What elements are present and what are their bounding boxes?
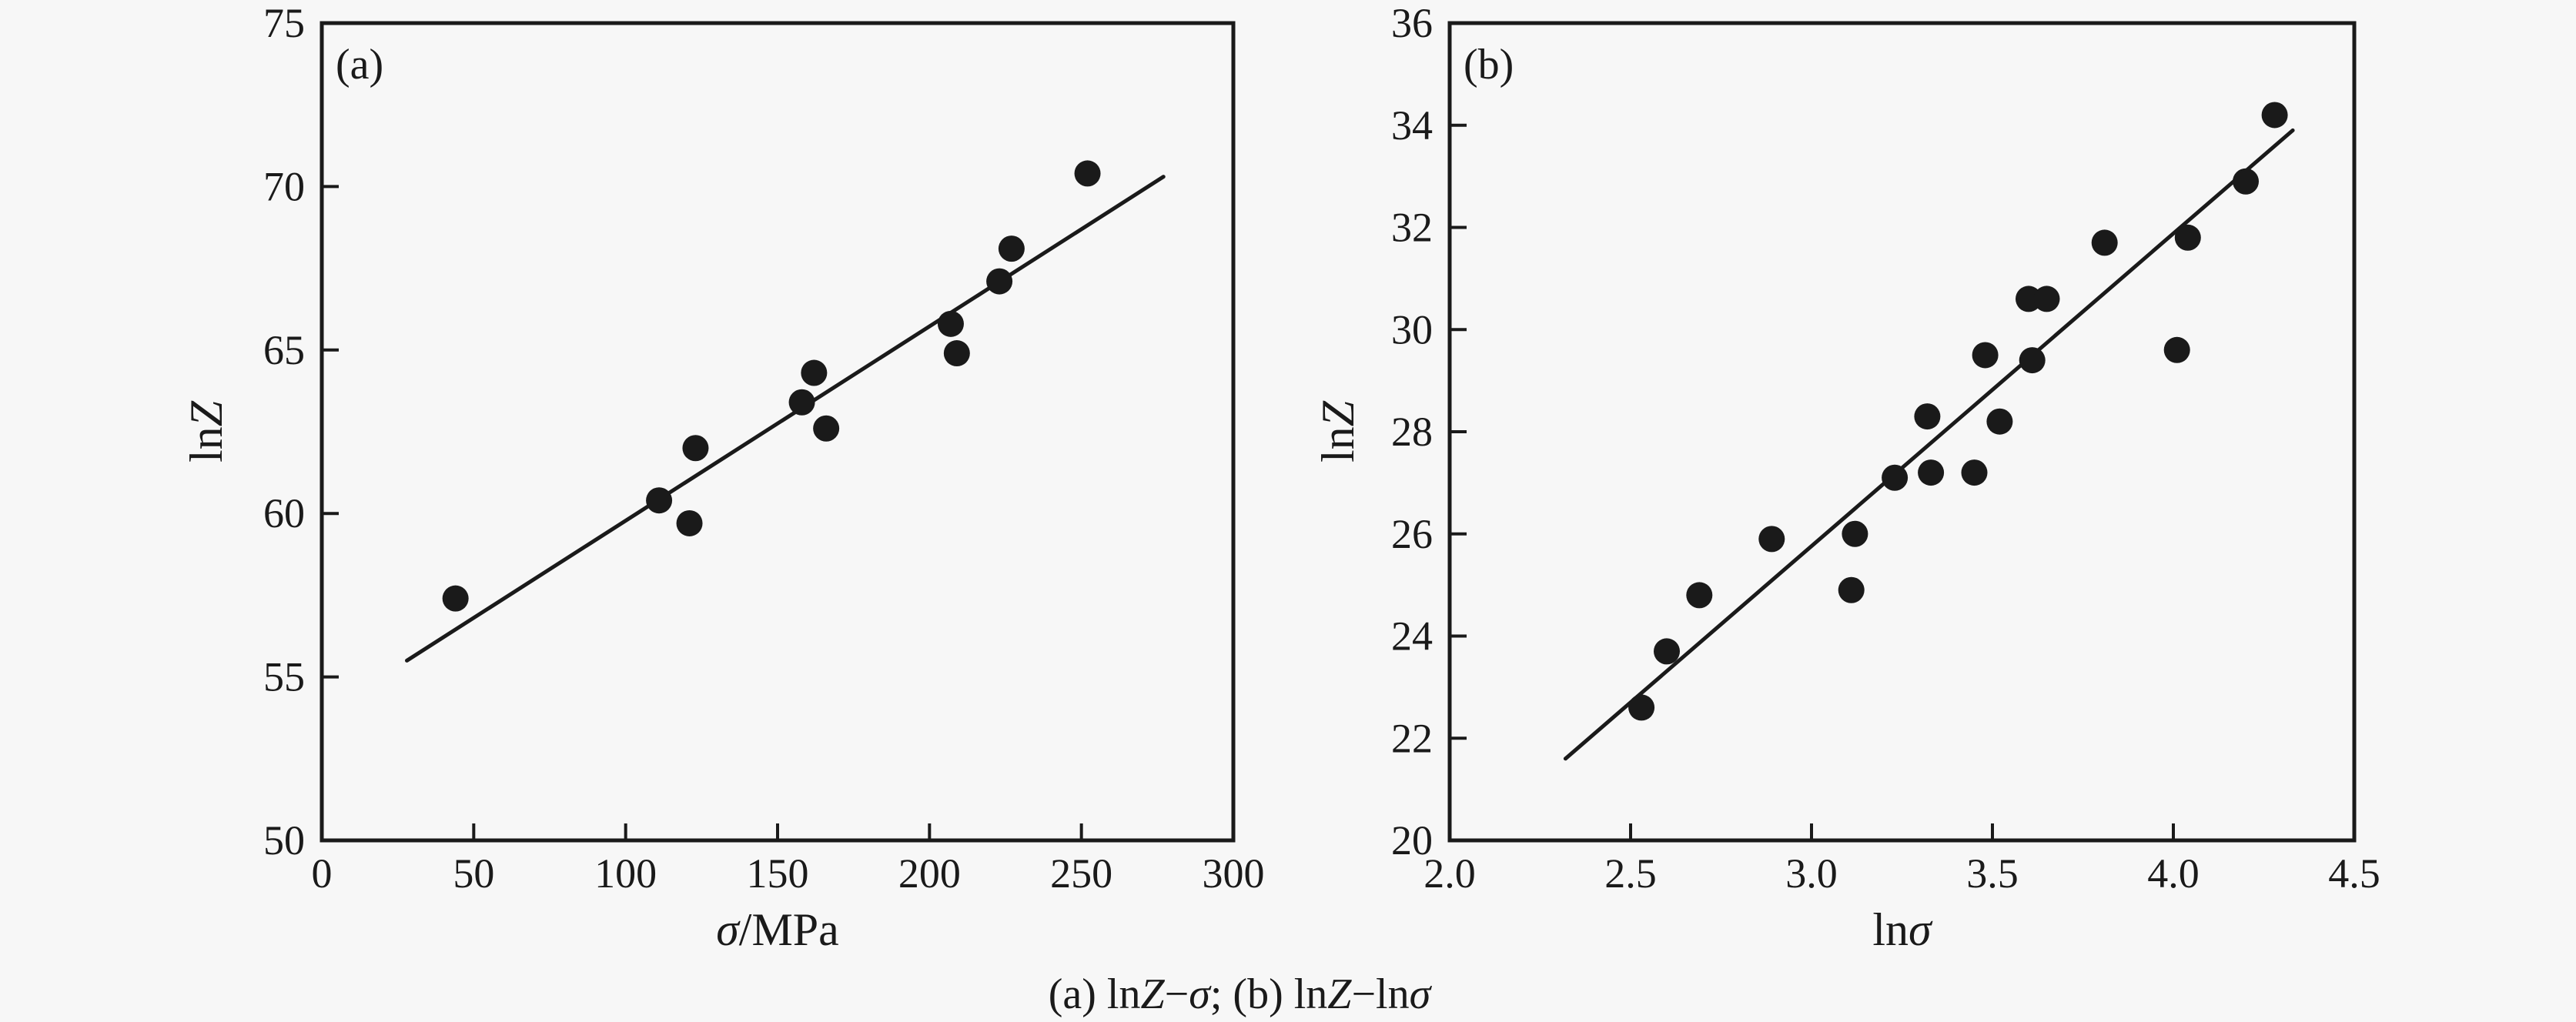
- data-point: [1628, 694, 1655, 721]
- data-point: [2163, 336, 2190, 363]
- x-tick-label: 4.0: [2147, 850, 2200, 897]
- panel-a: 0 50 100 150 200 250 300505560657075(a)σ/MPaln…: [181, 0, 1265, 955]
- x-tick-label: 2.0: [1423, 850, 1476, 897]
- data-point: [937, 310, 964, 337]
- data-point: [2033, 286, 2060, 312]
- data-point: [442, 585, 469, 612]
- panel-label-a: (a): [336, 41, 383, 89]
- y-tick-label: 24: [1391, 613, 1433, 660]
- data-point: [676, 509, 703, 536]
- data-point: [2174, 224, 2201, 251]
- data-point: [1961, 459, 1988, 486]
- x-tick-label: 3.5: [1966, 850, 2019, 897]
- data-point: [2091, 229, 2118, 256]
- figure-caption: (a) lnZ−σ; (b) lnZ−lnσ: [1049, 970, 1433, 1018]
- data-point: [682, 435, 709, 462]
- y-tick-label: 32: [1391, 205, 1433, 251]
- data-point: [943, 340, 970, 367]
- y-tick-label: 20: [1391, 817, 1433, 863]
- panel-a-frame: [319, 21, 1236, 843]
- x-tick-label: 250: [1050, 850, 1112, 897]
- x-axis-label-a: σ/MPa: [716, 904, 839, 955]
- x-tick-label: 200: [898, 850, 961, 897]
- x-tick-label: 3.0: [1785, 850, 1838, 897]
- data-point: [1918, 459, 1945, 486]
- y-tick-label: 70: [263, 163, 305, 209]
- y-tick-label: 22: [1391, 715, 1433, 761]
- data-point: [1914, 403, 1941, 430]
- data-point: [2019, 347, 2046, 374]
- x-tick-label: 4.5: [2328, 850, 2380, 897]
- x-tick-label: 300: [1203, 850, 1265, 897]
- data-point: [1842, 520, 1868, 547]
- y-tick-label: 28: [1391, 409, 1433, 455]
- data-point: [1654, 638, 1680, 665]
- data-point: [1882, 464, 1909, 491]
- data-point: [813, 415, 840, 442]
- y-tick-label: 30: [1391, 306, 1433, 352]
- fit-line-a: [405, 175, 1166, 663]
- data-point: [1838, 576, 1865, 603]
- panel-label-b: (b): [1464, 41, 1514, 89]
- panel-b: 2.0 2.5 3.0 3.5 4.0 4.5 20 22 24 26 28 30 32 34 36 (b) l…: [1313, 0, 2380, 955]
- data-point: [986, 268, 1013, 295]
- data-point: [1758, 526, 1785, 553]
- data-point: [2233, 168, 2259, 195]
- y-tick-label: 60: [263, 490, 305, 536]
- y-tick-label: 55: [263, 654, 305, 700]
- y-tick-label: 26: [1391, 511, 1433, 557]
- x-tick-label: 150: [747, 850, 809, 897]
- y-axis-label-a: lnZ: [181, 400, 232, 463]
- data-point: [1074, 160, 1101, 187]
- x-tick-label: 0: [312, 850, 333, 897]
- y-axis-label-b: lnZ: [1313, 400, 1363, 463]
- data-point: [788, 389, 815, 416]
- x-tick-label: 2.5: [1604, 850, 1657, 897]
- data-point: [2016, 286, 2042, 312]
- data-point: [1986, 408, 2013, 435]
- data-point: [1686, 582, 1713, 609]
- data-point: [646, 487, 673, 514]
- y-tick-label: 75: [263, 0, 305, 46]
- panel-b-frame: [1447, 21, 2357, 843]
- fit-line-b: [1563, 128, 2295, 761]
- y-tick-label: 65: [263, 327, 305, 373]
- x-tick-label: 50: [453, 850, 494, 897]
- x-tick-label: 100: [594, 850, 657, 897]
- y-tick-label: 34: [1391, 102, 1433, 149]
- data-point: [801, 359, 828, 386]
- data-point: [2261, 102, 2288, 129]
- x-axis-label-b: lnσ: [1872, 904, 1933, 955]
- y-tick-label: 36: [1391, 0, 1433, 46]
- y-tick-label: 50: [263, 817, 305, 863]
- data-point: [1972, 342, 1999, 369]
- data-point: [998, 235, 1025, 262]
